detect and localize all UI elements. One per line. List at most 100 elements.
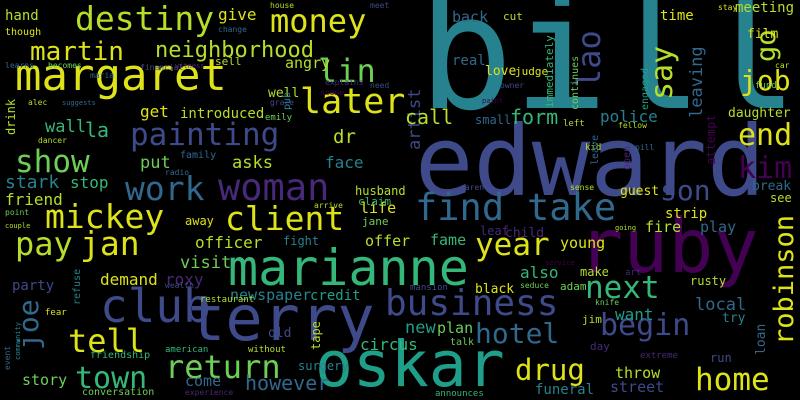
word: face <box>325 153 364 172</box>
word: time <box>660 8 694 24</box>
word: la <box>85 118 109 142</box>
word: though <box>5 27 41 38</box>
word: destiny <box>75 0 214 38</box>
word: strip <box>665 206 707 222</box>
word: away <box>185 214 214 228</box>
word: day <box>590 340 610 353</box>
word: return <box>165 348 281 386</box>
word: friend <box>5 190 63 209</box>
word: stay <box>718 3 737 12</box>
word: painting <box>130 117 279 153</box>
word: police <box>600 107 658 126</box>
word: sense <box>570 183 594 192</box>
word: robinson <box>769 215 800 345</box>
word: meet <box>370 1 389 10</box>
word: pill <box>635 143 654 152</box>
word: car <box>775 61 790 70</box>
word: angry <box>285 54 330 72</box>
word: martin <box>30 37 124 67</box>
word: new <box>405 318 436 338</box>
word: throw <box>615 364 661 382</box>
word: credit <box>310 288 361 304</box>
word: kid <box>585 143 601 153</box>
word: judge <box>515 65 548 78</box>
word: leave <box>590 135 601 165</box>
word: well <box>268 86 299 101</box>
word: immediately <box>543 35 556 108</box>
word: jan <box>80 224 140 263</box>
word: ruby <box>578 202 759 290</box>
word: story <box>22 371 67 389</box>
word: family <box>180 150 216 161</box>
word: joe <box>12 299 45 350</box>
word: business <box>385 283 558 324</box>
word: hotel <box>475 317 559 350</box>
word: marianne <box>228 239 469 297</box>
word: jim <box>582 313 602 326</box>
word: roxy <box>165 270 204 289</box>
word: mansion <box>410 283 448 293</box>
word: fire <box>645 218 681 236</box>
word: point <box>5 208 29 217</box>
word: talk <box>450 337 474 348</box>
word: newspaper <box>230 286 311 304</box>
word: cut <box>503 10 523 23</box>
word: artist <box>405 89 425 150</box>
word: lin <box>318 52 376 90</box>
word: surgery <box>298 359 349 373</box>
word: pub <box>282 92 293 110</box>
word: asks <box>232 153 273 173</box>
word: back <box>452 8 488 26</box>
word: radio <box>165 168 189 177</box>
word: claim <box>358 195 391 208</box>
word: introduced <box>180 106 264 122</box>
word: sell <box>215 55 242 68</box>
word: drug <box>515 353 585 387</box>
word: seduce <box>520 281 549 290</box>
word: kim <box>738 151 792 186</box>
word: year <box>475 227 550 263</box>
word: give <box>218 5 257 24</box>
word: end <box>738 118 792 153</box>
word: want <box>615 305 654 324</box>
word: pay <box>15 225 73 263</box>
word: money <box>270 2 366 40</box>
word: black <box>475 282 514 297</box>
word: without <box>248 345 286 355</box>
word: plan <box>437 319 473 337</box>
word: wall <box>45 117 86 137</box>
word: conversation <box>82 387 154 398</box>
word: grace <box>270 98 294 107</box>
word: tape <box>309 321 323 350</box>
word: guest <box>620 184 659 199</box>
word: lao <box>570 30 608 88</box>
word: client <box>225 199 344 238</box>
word: fund <box>755 81 777 91</box>
word: friendship <box>90 350 150 361</box>
word: experience <box>185 388 233 397</box>
word: work <box>125 169 205 208</box>
word: restaurant <box>200 295 254 305</box>
word: jane <box>362 215 389 228</box>
word: later <box>300 82 405 122</box>
word: meeting <box>735 0 794 16</box>
word: mickey <box>45 197 164 236</box>
word: margaret <box>15 50 227 101</box>
word: dr <box>333 126 356 148</box>
word: play <box>700 218 736 236</box>
word: announces <box>435 389 484 399</box>
word: tell <box>68 322 145 360</box>
word: say <box>645 46 680 100</box>
word: young <box>560 234 605 252</box>
word: dancer <box>38 136 67 145</box>
word: break <box>752 179 791 194</box>
word: neighborhood <box>155 38 314 63</box>
word: learns <box>5 61 34 70</box>
word: home <box>695 362 770 398</box>
word: maria <box>90 71 114 80</box>
word: film <box>747 27 778 42</box>
word: couple <box>5 222 30 230</box>
